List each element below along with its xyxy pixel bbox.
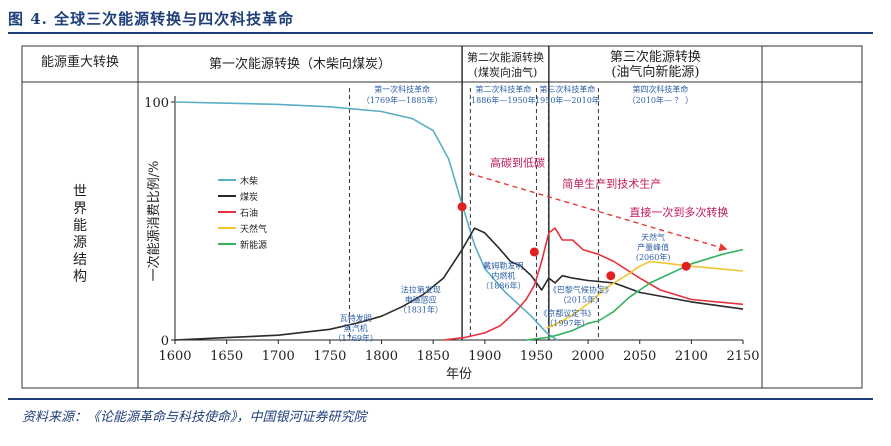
revolution-period: 1886年—1950年 bbox=[471, 95, 536, 105]
revolution-period: （2010年— ？ ） bbox=[628, 95, 693, 105]
legend-label: 石油 bbox=[240, 207, 258, 219]
era-label: 第二次能源转换 bbox=[467, 50, 544, 64]
era-label: 第一次能源转换（木柴向煤炭） bbox=[209, 56, 391, 72]
event-annotation: 内燃机 bbox=[491, 271, 515, 281]
event-annotation: 瓦特发明 bbox=[340, 313, 372, 323]
figure-title: 图 4. 全球三次能源转换与四次科技革命 bbox=[8, 10, 295, 28]
x-tick-label: 2150 bbox=[726, 349, 759, 364]
event-annotation: 天然气 bbox=[641, 232, 665, 242]
intersection-point bbox=[606, 271, 616, 281]
intersection-point bbox=[681, 261, 691, 271]
event-annotation: 《巴黎气候协定》 bbox=[549, 284, 613, 294]
event-annotation: （1886年） bbox=[481, 281, 525, 291]
series-line-oil bbox=[443, 227, 744, 341]
event-annotation: （1831年） bbox=[399, 304, 443, 314]
x-tick-label: 1900 bbox=[468, 349, 501, 364]
legend-label: 木柴 bbox=[240, 175, 258, 187]
event-annotation: （1997年） bbox=[545, 318, 589, 328]
side-label-char: 能 bbox=[73, 218, 87, 234]
era-sublabel: (煤炭向油气) bbox=[474, 65, 538, 79]
title-rule bbox=[8, 32, 873, 34]
event-annotation: (2060年) bbox=[636, 252, 671, 262]
side-label-char: 源 bbox=[73, 235, 87, 251]
side-label-char: 结 bbox=[73, 252, 87, 268]
y-axis-label: 一次能源消费比例/% bbox=[146, 161, 162, 282]
side-label-char: 构 bbox=[73, 269, 87, 285]
event-annotation: 戴姆勒发明 bbox=[483, 261, 523, 271]
x-tick-label: 2050 bbox=[623, 349, 656, 364]
x-tick-label: 2000 bbox=[572, 349, 605, 364]
revolution-label: 第一次科技革命 bbox=[374, 84, 430, 94]
y-tick-label: 100 bbox=[144, 96, 169, 111]
legend-label: 煤炭 bbox=[240, 191, 258, 203]
event-annotation: 产量峰值 bbox=[637, 242, 669, 252]
y-tick-label: 0 bbox=[161, 334, 169, 349]
x-tick-label: 2100 bbox=[675, 349, 708, 364]
series-line-coal bbox=[174, 227, 744, 341]
figure-source: 资料来源：《论能源革命与科技使命》，中国银河证券研究院 bbox=[22, 410, 367, 425]
event-annotation: 电磁感应 bbox=[405, 294, 437, 304]
arrow-label: 直接一次到多次转换 bbox=[629, 205, 728, 219]
side-label-char: 世 bbox=[73, 184, 87, 200]
series-line-wood bbox=[174, 101, 558, 341]
x-axis-label: 年份 bbox=[446, 367, 472, 382]
event-annotation: 《京都议定书》 bbox=[539, 308, 595, 318]
x-tick-label: 1950 bbox=[520, 349, 553, 364]
revolution-label: 第三次科技革命 bbox=[539, 84, 595, 94]
series-line-gas bbox=[546, 260, 744, 329]
event-annotation: （2015年） bbox=[559, 294, 603, 304]
legend-label: 新能源 bbox=[240, 239, 267, 251]
era-label: 第三次能源转换 bbox=[610, 49, 701, 65]
revolution-period: （1769年—1885年） bbox=[362, 95, 443, 105]
x-tick-label: 1800 bbox=[365, 349, 398, 364]
arrow-label: 高碳到低碳 bbox=[490, 155, 545, 169]
x-tick-label: 1600 bbox=[158, 349, 191, 364]
x-tick-label: 1700 bbox=[262, 349, 295, 364]
revolution-period: 1950年—2010年 bbox=[535, 95, 600, 105]
table-frame bbox=[21, 45, 863, 389]
side-label-char: 界 bbox=[73, 201, 87, 217]
revolution-label: 第二次科技革命 bbox=[475, 84, 531, 94]
legend-label: 天然气 bbox=[240, 223, 267, 235]
arrow-label: 简单生产到技术生产 bbox=[562, 177, 661, 191]
intersection-point bbox=[457, 202, 467, 212]
x-tick-label: 1650 bbox=[210, 349, 243, 364]
era-sublabel: (油气向新能源) bbox=[611, 64, 699, 80]
event-annotation: 法拉第发现 bbox=[401, 284, 441, 294]
intersection-point bbox=[529, 247, 539, 257]
source-rule bbox=[8, 398, 873, 400]
x-tick-label: 1750 bbox=[313, 349, 346, 364]
x-tick-label: 1850 bbox=[417, 349, 450, 364]
revolution-label: 第四次科技革命 bbox=[632, 84, 688, 94]
header-row-label: 能源重大转换 bbox=[41, 54, 119, 70]
event-annotation: 蒸汽机 bbox=[344, 323, 368, 333]
event-annotation: （1769年） bbox=[334, 333, 378, 343]
